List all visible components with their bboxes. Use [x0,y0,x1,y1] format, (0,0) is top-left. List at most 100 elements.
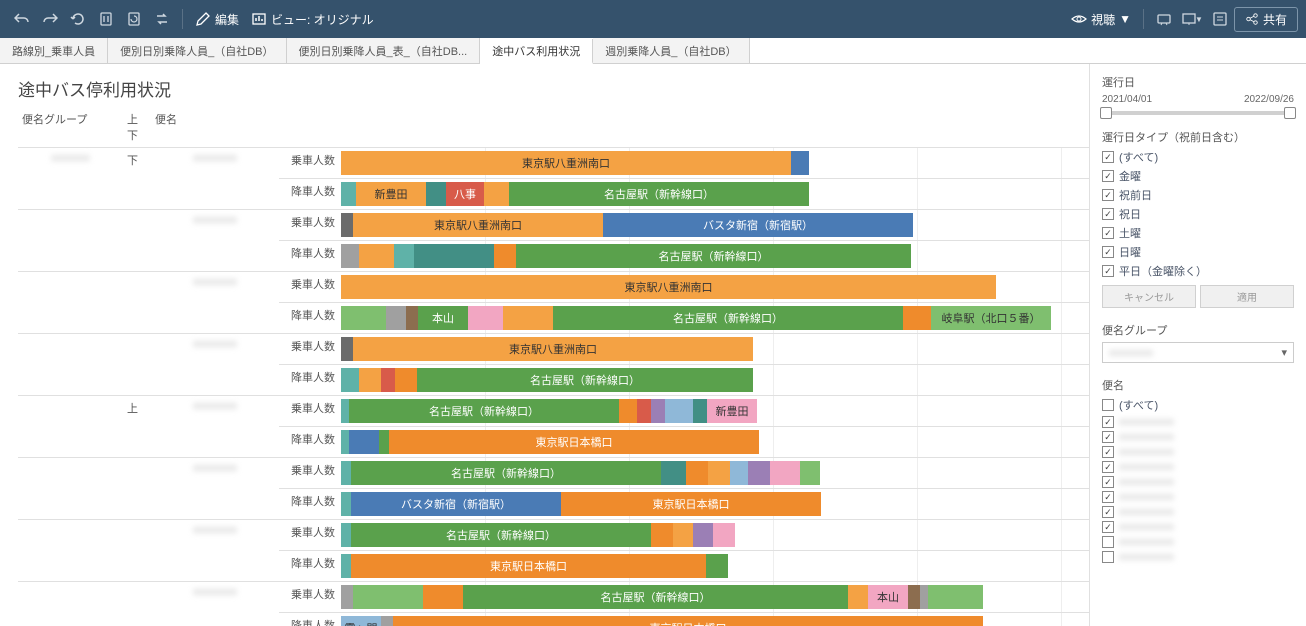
bar-segment[interactable] [713,523,735,547]
checkbox-item[interactable]: xxxxxxxxxx [1102,536,1294,548]
bar-chart[interactable]: 本山 名古屋駅（新幹線口） 岐阜駅（北口５番） [341,302,1089,333]
bar-segment[interactable] [770,461,800,485]
bar-chart[interactable]: バスタ新宿（新宿駅）東京駅日本橋口 [341,488,1089,519]
checkbox-item[interactable]: 日曜 [1102,244,1294,260]
undo-icon[interactable] [8,5,36,33]
bar-chart[interactable]: 名古屋駅（新幹線口） [341,458,1089,488]
bar-segment[interactable] [341,554,351,578]
metrics-icon[interactable]: ▼ [1178,5,1206,33]
bar-segment[interactable] [349,430,379,454]
bar-chart[interactable]: 東京駅八重洲南口バスタ新宿（新宿駅） [341,210,1089,240]
bar-segment[interactable] [651,523,673,547]
checkbox-item[interactable]: 金曜 [1102,168,1294,184]
swap-icon[interactable] [148,5,176,33]
bar-segment[interactable] [341,430,349,454]
checkbox-item[interactable]: 平日（金曜除く） [1102,263,1294,279]
bar-segment[interactable]: 名古屋駅（新幹線口） [463,585,848,609]
bar-segment[interactable] [341,244,359,268]
bar-segment[interactable] [619,399,637,423]
bar-segment[interactable] [693,399,707,423]
bar-segment[interactable]: 八事 [446,182,484,206]
bar-segment[interactable] [395,368,417,392]
bar-segment[interactable] [651,399,665,423]
bar-segment[interactable] [381,616,393,626]
bar-chart[interactable]: 名古屋駅（新幹線口）新豊田 [341,396,1089,426]
bar-segment[interactable] [637,399,651,423]
bar-segment[interactable] [341,461,351,485]
bar-segment[interactable]: 名古屋駅（新幹線口） [509,182,809,206]
bar-segment[interactable] [341,213,353,237]
checkbox-item[interactable]: (すべて) [1102,397,1294,413]
bar-chart[interactable]: 霞ヶ関 東京駅日本橋口 [341,612,1089,626]
bar-chart[interactable]: 名古屋駅（新幹線口） [341,364,1089,395]
bar-segment[interactable] [359,244,394,268]
revert-icon[interactable] [64,5,92,33]
bar-chart[interactable]: 名古屋駅（新幹線口） [341,240,1089,271]
tab[interactable]: 途中バス利用状況 [480,39,593,64]
bar-segment[interactable]: バスタ新宿（新宿駅） [351,492,561,516]
bar-segment[interactable]: 東京駅八重洲南口 [341,275,996,299]
bar-segment[interactable]: 名古屋駅（新幹線口） [417,368,753,392]
checkbox-item[interactable]: 祝日 [1102,206,1294,222]
bar-segment[interactable] [484,182,509,206]
bar-segment[interactable]: 名古屋駅（新幹線口） [351,461,661,485]
alert-icon[interactable] [1150,5,1178,33]
checkbox-item[interactable]: xxxxxxxxxx [1102,551,1294,563]
bar-segment[interactable] [341,368,359,392]
bar-chart[interactable]: 東京駅八重洲南口 [341,272,1089,302]
date-slider[interactable] [1102,111,1294,115]
bar-chart[interactable]: 東京駅日本橋口 [341,550,1089,581]
bar-segment[interactable]: 東京駅日本橋口 [561,492,821,516]
bar-chart[interactable]: 東京駅日本橋口 [341,426,1089,457]
checkbox-item[interactable]: xxxxxxxxxx [1102,446,1294,458]
bar-segment[interactable] [706,554,728,578]
bar-segment[interactable] [406,306,418,330]
bar-segment[interactable]: 岐阜駅（北口５番） [931,306,1051,330]
bar-chart[interactable]: 東京駅八重洲南口 [341,148,1089,178]
bar-segment[interactable]: 本山 [418,306,468,330]
bar-segment[interactable]: 新豊田 [356,182,426,206]
bar-segment[interactable] [359,368,381,392]
bar-segment[interactable]: 本山 [868,585,908,609]
checkbox-item[interactable]: xxxxxxxxxx [1102,431,1294,443]
tab[interactable]: 便別日別乗降人員_（自社DB） [108,38,286,63]
checkbox-item[interactable]: 祝前日 [1102,187,1294,203]
bar-segment[interactable] [426,182,446,206]
bar-segment[interactable] [341,523,351,547]
bar-segment[interactable]: 名古屋駅（新幹線口） [349,399,619,423]
bar-segment[interactable] [920,585,928,609]
tab[interactable]: 便別日別乗降人員_表_（自社DB... [287,38,481,63]
bar-chart[interactable]: 新豊田八事 名古屋駅（新幹線口） [341,178,1089,209]
bar-segment[interactable] [748,461,770,485]
redo-icon[interactable] [36,5,64,33]
bar-segment[interactable] [341,306,386,330]
bar-segment[interactable] [353,585,423,609]
bar-segment[interactable] [468,306,503,330]
bar-segment[interactable] [379,430,389,454]
bar-segment[interactable]: 名古屋駅（新幹線口） [516,244,911,268]
bar-segment[interactable]: 東京駅日本橋口 [351,554,706,578]
bar-segment[interactable] [673,523,693,547]
bar-segment[interactable] [381,368,395,392]
bar-segment[interactable] [848,585,868,609]
bar-segment[interactable]: 東京駅八重洲南口 [341,151,791,175]
bar-segment[interactable] [693,523,713,547]
bar-segment[interactable] [665,399,693,423]
bar-segment[interactable] [903,306,931,330]
pause-refresh-icon[interactable] [92,5,120,33]
checkbox-item[interactable]: xxxxxxxxxx [1102,506,1294,518]
bar-segment[interactable] [341,399,349,423]
bar-segment[interactable] [394,244,414,268]
bar-segment[interactable] [386,306,406,330]
bar-segment[interactable]: 名古屋駅（新幹線口） [553,306,903,330]
bar-segment[interactable] [908,585,920,609]
bar-chart[interactable]: 東京駅八重洲南口 [341,334,1089,364]
bar-segment[interactable] [928,585,983,609]
bar-segment[interactable]: 東京駅日本橋口 [393,616,983,626]
bar-segment[interactable] [494,244,516,268]
bar-segment[interactable] [800,461,820,485]
group-dropdown[interactable]: xxxxxxxx ▾ [1102,342,1294,363]
bar-segment[interactable]: 霞ヶ関 [341,616,381,626]
checkbox-item[interactable]: xxxxxxxxxx [1102,461,1294,473]
download-icon[interactable] [1206,5,1234,33]
